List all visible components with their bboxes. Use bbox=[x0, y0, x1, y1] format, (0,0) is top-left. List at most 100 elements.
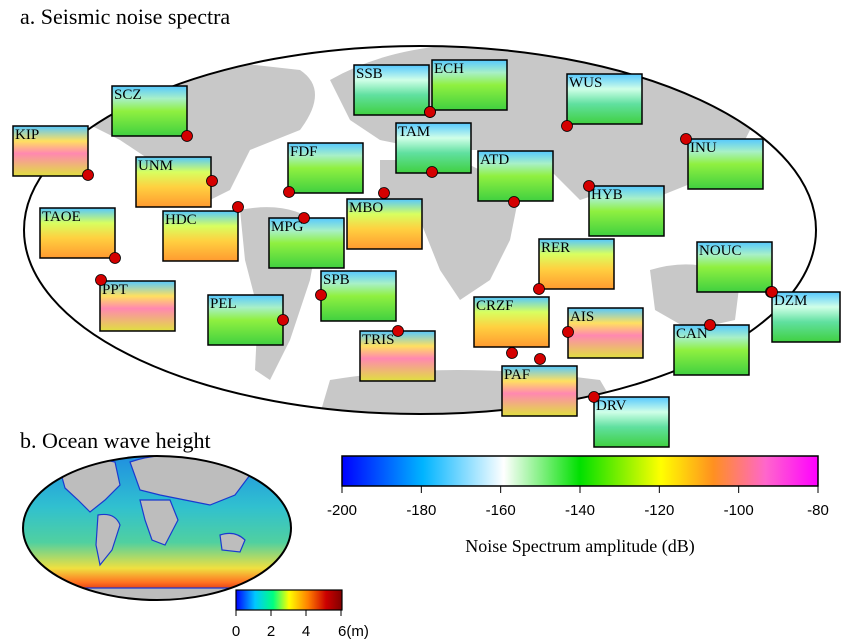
station-label: HDC bbox=[165, 212, 197, 228]
station-label: PPT bbox=[102, 282, 128, 298]
panel-a-title: a. Seismic noise spectra bbox=[20, 4, 231, 29]
station-label: PEL bbox=[210, 296, 237, 312]
colorbar-tick-label: -120 bbox=[644, 502, 674, 519]
station-marker bbox=[232, 201, 244, 213]
station-marker bbox=[283, 186, 295, 198]
station-paf: PAF bbox=[501, 353, 578, 417]
station-pel: PEL bbox=[207, 294, 289, 346]
station-scz: SCZ bbox=[111, 85, 193, 142]
colorbar-tick-label: -140 bbox=[565, 502, 595, 519]
station-layer: KIP SCZ SSB ECH WUS TAM UNM FDF INU ATD HYB TAOE HDC… bbox=[12, 59, 841, 448]
station-nouc: NOUC bbox=[696, 241, 777, 298]
spectrum-colorbar bbox=[341, 455, 819, 487]
spectrum-colorbar-ticks: -200 -180 -160 -140 -120 -100 -80 bbox=[327, 486, 829, 519]
station-spectrum-panel bbox=[111, 85, 188, 137]
station-marker bbox=[206, 175, 218, 187]
station-spectrum-panel bbox=[135, 156, 212, 208]
spectrum-colorbar-label: Noise Spectrum amplitude (dB) bbox=[465, 536, 694, 557]
station-marker bbox=[109, 252, 121, 264]
station-marker bbox=[562, 326, 574, 338]
station-marker bbox=[95, 274, 107, 286]
colorbar-tick-label: -160 bbox=[486, 502, 516, 519]
station-label: TRIS bbox=[362, 332, 395, 348]
station-tam: TAM bbox=[395, 122, 472, 178]
station-marker bbox=[588, 391, 600, 403]
station-label: INU bbox=[690, 140, 717, 156]
station-spectrum-panel bbox=[346, 198, 423, 250]
station-label: HYB bbox=[591, 187, 623, 203]
station-label: PAF bbox=[504, 367, 530, 383]
map-b-outline bbox=[22, 455, 292, 601]
station-spectrum-panel bbox=[431, 59, 508, 111]
station-spectrum-panel bbox=[771, 291, 841, 343]
station-label: RER bbox=[541, 240, 570, 256]
station-marker bbox=[181, 130, 193, 142]
station-ppt: PPT bbox=[95, 274, 176, 332]
station-label: FDF bbox=[290, 144, 318, 160]
station-ssb: SSB bbox=[353, 64, 436, 118]
station-spectrum-panel bbox=[566, 73, 643, 125]
station-label: TAOE bbox=[42, 209, 81, 225]
station-spectrum-panel bbox=[353, 64, 430, 116]
map-a-outline bbox=[23, 45, 817, 415]
station-marker bbox=[534, 353, 546, 365]
station-label: DZM bbox=[774, 293, 807, 309]
station-spectrum-panel bbox=[588, 185, 665, 237]
station-label: DRV bbox=[596, 398, 627, 414]
station-label: MPG bbox=[271, 219, 304, 235]
station-spectrum-panel bbox=[673, 324, 750, 376]
station-label: AIS bbox=[570, 309, 594, 325]
station-spectrum-panel bbox=[477, 150, 554, 202]
station-tris: TRIS bbox=[359, 325, 436, 382]
wave-tick-6m: 6(m) bbox=[338, 623, 369, 640]
station-marker bbox=[561, 120, 573, 132]
station-marker bbox=[378, 187, 390, 199]
station-ais: AIS bbox=[562, 307, 644, 359]
station-label: CRZF bbox=[476, 298, 514, 314]
station-spectrum-panel bbox=[162, 210, 239, 262]
wave-tick-0: 0 bbox=[232, 623, 240, 640]
station-label: ATD bbox=[480, 152, 509, 168]
station-spectrum-panel bbox=[567, 307, 644, 359]
wave-tick-2: 2 bbox=[267, 623, 275, 640]
station-marker bbox=[424, 106, 436, 118]
station-marker bbox=[298, 212, 310, 224]
wave-colorbar bbox=[235, 589, 343, 611]
station-crzf: CRZF bbox=[473, 296, 550, 359]
station-spectrum-panel bbox=[12, 125, 89, 177]
station-spectrum-panel bbox=[473, 296, 550, 348]
station-label: SPB bbox=[323, 272, 350, 288]
wave-tick-4: 4 bbox=[302, 623, 310, 640]
station-marker bbox=[704, 319, 716, 331]
station-marker bbox=[533, 283, 545, 295]
station-marker bbox=[426, 166, 438, 178]
station-wus: WUS bbox=[561, 73, 643, 132]
wave-colorbar-ticks: 0 2 4 6(m) bbox=[232, 610, 369, 640]
colorbar-tick-label: -80 bbox=[807, 502, 829, 519]
station-dzm: DZM bbox=[766, 286, 841, 343]
station-spectrum-panel bbox=[207, 294, 284, 346]
station-spectrum-panel bbox=[538, 238, 615, 290]
station-spectrum-panel bbox=[501, 365, 578, 417]
station-spb: SPB bbox=[315, 270, 397, 322]
station-spectrum-panel bbox=[39, 207, 116, 259]
panel-b-title: b. Ocean wave height bbox=[20, 428, 211, 453]
station-ech: ECH bbox=[424, 59, 508, 118]
station-marker bbox=[315, 289, 327, 301]
station-mpg: MPG bbox=[268, 212, 345, 269]
station-inu: INU bbox=[680, 133, 764, 190]
station-marker bbox=[583, 180, 595, 192]
station-hyb: HYB bbox=[583, 180, 665, 237]
station-kip: KIP bbox=[12, 125, 94, 181]
station-marker bbox=[392, 325, 404, 337]
station-marker bbox=[508, 196, 520, 208]
station-spectrum-panel bbox=[287, 142, 364, 194]
station-label: UNM bbox=[138, 158, 173, 174]
station-spectrum-panel bbox=[359, 330, 436, 382]
station-unm: UNM bbox=[135, 156, 218, 208]
station-label: TAM bbox=[398, 124, 430, 140]
station-spectrum-panel bbox=[687, 138, 764, 190]
station-marker bbox=[277, 314, 289, 326]
station-label: ECH bbox=[434, 61, 464, 77]
